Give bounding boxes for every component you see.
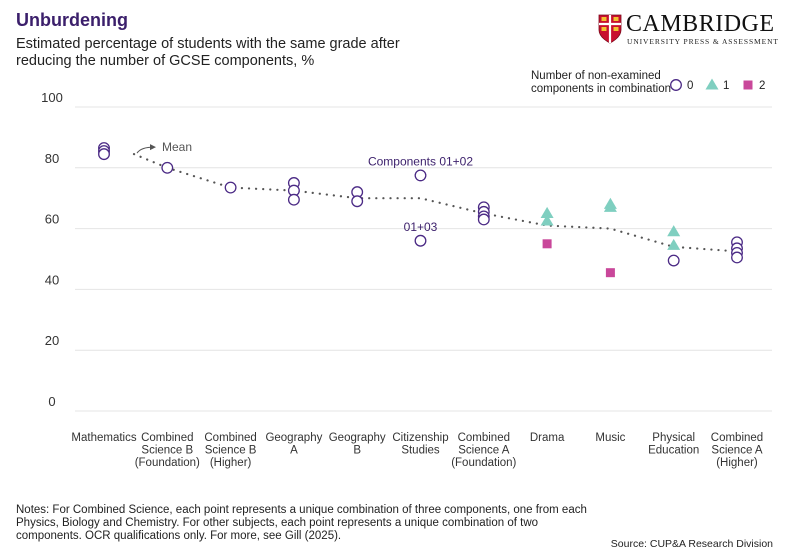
data-point-circle [414, 234, 427, 247]
cambridge-logo: CAMBRIDGE UNIVERSITY PRESS & ASSESSMENT [598, 11, 778, 48]
data-point-circle [731, 251, 743, 264]
legend-label: 0 [687, 80, 693, 92]
data-point-triangle [667, 238, 681, 250]
mean-line: Mean [132, 140, 739, 253]
legend-title: Number of non-examined components in comb… [531, 70, 671, 95]
point-annotation: 01+03 [404, 220, 438, 234]
logo-name: CAMBRIDGE [626, 11, 775, 37]
data-point-triangle [540, 214, 554, 226]
data-point-circle [98, 148, 110, 161]
legend-label: 1 [723, 80, 729, 92]
grid-lines [75, 106, 772, 412]
y-axis-ticks: 0 20 40 60 80 100 [41, 90, 63, 409]
x-category-label: Music [595, 432, 625, 444]
mean-dotted-line [132, 153, 739, 253]
data-point-circle [287, 193, 300, 206]
data-point-circle [477, 213, 490, 226]
x-category-label: Mathematics [71, 432, 136, 444]
legend-marker-circle [670, 79, 682, 91]
x-category-label: Combined Science B (Higher) [204, 432, 256, 469]
data-point-circle [224, 181, 237, 194]
x-category-label: Citizenship Studies [392, 432, 448, 457]
x-category-label: Geography B [329, 432, 386, 457]
data-point-circle [351, 195, 364, 208]
x-category-label: Combined Science B (Foundation) [135, 432, 200, 469]
x-category-label: Physical Education [648, 432, 699, 457]
data-point-triangle [667, 225, 681, 237]
annotations: Components 01+02 01+03 [368, 154, 473, 233]
data-point-square [542, 239, 552, 249]
footnote: Notes: For Combined Science, each point … [16, 504, 587, 542]
y-tick-label: 100 [41, 90, 63, 105]
x-category-label: Geography A [265, 432, 322, 457]
data-point-circle [667, 254, 680, 267]
legend: Number of non-examined components in comb… [531, 70, 765, 95]
legend-marker-square [743, 80, 753, 90]
y-tick-label: 0 [48, 394, 55, 409]
chart-title: Unburdening [16, 10, 128, 30]
legend-label: 2 [759, 80, 765, 92]
x-axis-category-labels: Mathematics Combined Science B (Foundation)… [71, 432, 763, 469]
x-category-label: Drama [530, 432, 565, 444]
x-category-label: Combined Science A (Foundation) [451, 432, 516, 469]
chart-subtitle: Estimated percentage of students with th… [16, 36, 400, 69]
y-tick-label: 20 [45, 333, 59, 348]
cambridge-shield-icon [598, 14, 622, 44]
y-tick-label: 40 [45, 272, 59, 287]
logo-tagline: UNIVERSITY PRESS & ASSESSMENT [627, 37, 779, 46]
point-annotation: Components 01+02 [368, 154, 473, 168]
y-tick-label: 80 [45, 151, 59, 166]
data-point-circle [161, 161, 174, 174]
data-point-square [605, 268, 615, 278]
y-tick-label: 60 [45, 212, 59, 227]
mean-arrowhead [150, 144, 156, 151]
mean-label: Mean [162, 140, 192, 154]
legend-marker-triangle [705, 78, 719, 90]
data-point-circle [414, 169, 427, 182]
data-point-triangle [603, 200, 617, 212]
x-category-label: Combined Science A (Higher) [711, 432, 763, 469]
data-point-triangle [540, 206, 554, 218]
source-credit: Source: CUP&A Research Division [610, 538, 773, 550]
data-points [98, 142, 743, 278]
